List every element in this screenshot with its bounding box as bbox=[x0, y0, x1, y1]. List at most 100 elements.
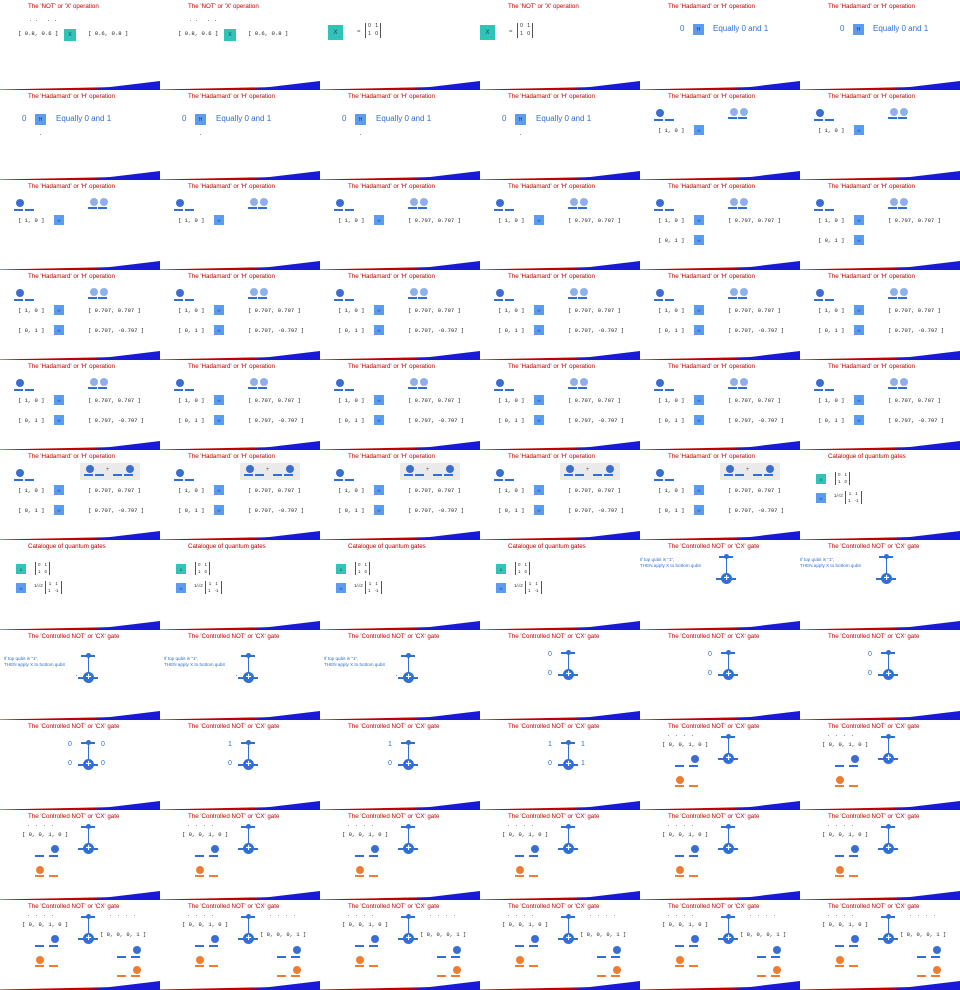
level-bar bbox=[505, 479, 514, 481]
plus-sign: + bbox=[426, 467, 430, 473]
slide-thumbnail[interactable]: The 'Controlled NOT' or 'CX' gate If top … bbox=[160, 630, 320, 720]
slide-thumbnail[interactable]: The 'Hadamard' or 'H' operation [ 1, 0 ] H… bbox=[480, 270, 640, 360]
slide-thumbnail[interactable]: The 'Hadamard' or 'H' operation [ 1, 0 ] H… bbox=[320, 270, 480, 360]
tick-mark bbox=[204, 825, 205, 826]
cx-vertical-wire bbox=[248, 826, 250, 848]
slide-thumbnail[interactable]: The 'Hadamard' or 'H' operation + [ 1, 0 ]… bbox=[320, 450, 480, 540]
slide-thumbnail[interactable]: The 'Hadamard' or 'H' operation [ 1, 0 ] H… bbox=[800, 180, 960, 270]
footer-band-blue bbox=[405, 261, 480, 270]
slide-thumbnail[interactable]: The 'Controlled NOT' or 'CX' gate[ 0, 0,… bbox=[160, 900, 320, 990]
slide-thumbnail[interactable]: The 'Controlled NOT' or 'CX' gate 0 0 + bbox=[800, 630, 960, 720]
slide-thumbnail[interactable]: The 'Hadamard' or 'H' operation 0 H Equally… bbox=[320, 90, 480, 180]
slide-thumbnail[interactable]: The 'Hadamard' or 'H' operation + [ 1, 0 ]… bbox=[0, 450, 160, 540]
slide-thumbnail[interactable]: The 'Controlled NOT' or 'CX' gate 1 0 + bbox=[320, 720, 480, 810]
slide-thumbnail[interactable]: The 'Controlled NOT' or 'CX' gate If top … bbox=[800, 540, 960, 630]
slide-thumbnail[interactable]: The 'Hadamard' or 'H' operation [ 1, 0 ] H… bbox=[320, 180, 480, 270]
slide-thumbnail[interactable]: The 'Controlled NOT' or 'CX' gate 1 0 + bbox=[160, 720, 320, 810]
slide-thumbnail[interactable]: The 'Controlled NOT' or 'CX' gate 0 0 + bbox=[480, 630, 640, 720]
slide-thumbnail[interactable]: The 'Hadamard' or 'H' operation [ 1, 0 ] H… bbox=[160, 360, 320, 450]
slide-thumbnail[interactable]: The 'Hadamard' or 'H' operation [ 1, 0 ] H… bbox=[480, 360, 640, 450]
slide-thumbnail[interactable]: The 'Controlled NOT' or 'CX' gate 0 0 +0 0 bbox=[0, 720, 160, 810]
slide-thumbnail[interactable]: The 'Controlled NOT' or 'CX' gate[ 0, 0,… bbox=[0, 900, 160, 990]
vector-text: [ 0.707, -0.707 ] bbox=[888, 327, 945, 334]
level-bar bbox=[728, 297, 737, 299]
slide-thumbnail[interactable]: The 'Controlled NOT' or 'CX' gate[ 0, 0,… bbox=[160, 810, 320, 900]
slide-thumbnail[interactable]: The 'NOT' or 'X' operation[ 0.8, 0.6 ] X[… bbox=[160, 0, 320, 90]
slide-thumbnail[interactable]: The 'Hadamard' or 'H' operation 0 H Equally… bbox=[0, 90, 160, 180]
slide-thumbnail[interactable]: The 'Controlled NOT' or 'CX' gate If top … bbox=[640, 540, 800, 630]
slide-thumbnail[interactable]: The 'Controlled NOT' or 'CX' gate 1 0 +1 1 bbox=[480, 720, 640, 810]
slide-thumbnail[interactable]: The 'Hadamard' or 'H' operation [ 1, 0 ] H… bbox=[800, 360, 960, 450]
qubit-dot-half bbox=[730, 108, 738, 116]
slide-thumbnail[interactable]: The 'Hadamard' or 'H' operation + [ 1, 0 ]… bbox=[480, 450, 640, 540]
target-icon: + bbox=[883, 753, 894, 764]
slide-thumbnail[interactable]: The 'Hadamard' or 'H' operation [ 1, 0 ] H bbox=[0, 180, 160, 270]
level-bar bbox=[888, 207, 897, 209]
slide-thumbnail[interactable]: The 'Hadamard' or 'H' operation [ 1, 0 ] H bbox=[160, 180, 320, 270]
slide-thumbnail[interactable]: The 'Hadamard' or 'H' operation 0 H Equally… bbox=[800, 0, 960, 90]
slide-thumbnail[interactable]: The 'Hadamard' or 'H' operation [ 1, 0 ] H bbox=[800, 90, 960, 180]
slide-thumbnail[interactable]: The 'Hadamard' or 'H' operation [ 1, 0 ] H… bbox=[640, 270, 800, 360]
slide-thumbnail[interactable]: The 'Controlled NOT' or 'CX' gate[ 0, 0,… bbox=[800, 720, 960, 810]
vector-text: [ 0, 0, 1, 0 ] bbox=[182, 921, 229, 928]
x-gate: X bbox=[16, 564, 26, 574]
level-bar bbox=[49, 965, 58, 967]
qubit-dot-half bbox=[900, 378, 908, 386]
slide-thumbnail[interactable]: The 'Hadamard' or 'H' operation 0 H Equally… bbox=[160, 90, 320, 180]
slide-content: [ 1, 0 ] H [ 0.707, 0.707 ] bbox=[480, 180, 640, 270]
matrix-cell: 1 bbox=[44, 562, 48, 567]
level-bar bbox=[404, 474, 413, 476]
slide-thumbnail[interactable]: The 'Controlled NOT' or 'CX' gate[ 0, 0,… bbox=[640, 900, 800, 990]
slide-thumbnail[interactable]: Catalogue of quantum gates X 0 1 1 0 H 1/√2 1 1 1-… bbox=[160, 540, 320, 630]
slide-thumbnail[interactable]: The 'Controlled NOT' or 'CX' gate 0 0 + bbox=[640, 630, 800, 720]
slide-thumbnail[interactable]: The 'Hadamard' or 'H' operation + [ 1, 0 ]… bbox=[160, 450, 320, 540]
slide-title: The 'Hadamard' or 'H' operation bbox=[28, 93, 115, 100]
footer-band bbox=[800, 801, 960, 810]
footer-band bbox=[160, 261, 320, 270]
qubit-dot-bottom bbox=[453, 966, 461, 974]
slide-thumbnail[interactable]: Catalogue of quantum gates X 0 1 1 0 H 1/√2 1 1 1-… bbox=[0, 540, 160, 630]
matrix-cell: 0 bbox=[38, 562, 41, 567]
label-text: Equally 0 and 1 bbox=[376, 114, 432, 123]
slide-thumbnail[interactable]: The 'Hadamard' or 'H' operation [ 1, 0 ] H… bbox=[480, 180, 640, 270]
slide-thumbnail[interactable]: The 'Hadamard' or 'H' operation [ 1, 0 ] H… bbox=[640, 360, 800, 450]
slide-thumbnail[interactable]: The 'NOT' or 'X' operation[ 0.8, 0.6 ] X[… bbox=[0, 0, 160, 90]
slide-thumbnail[interactable]: The 'Hadamard' or 'H' operation 0 H Equally… bbox=[480, 90, 640, 180]
level-bar bbox=[277, 975, 286, 977]
slide-thumbnail[interactable]: The 'Hadamard' or 'H' operation [ 1, 0 ] H… bbox=[800, 270, 960, 360]
target-icon: + bbox=[563, 669, 574, 680]
level-bar bbox=[675, 965, 684, 967]
footer-band-blue bbox=[885, 171, 960, 180]
vector-text: [ 0.707, 0.707 ] bbox=[408, 217, 461, 224]
slide-thumbnail[interactable]: The 'Hadamard' or 'H' operation + [ 1, 0 ]… bbox=[640, 450, 800, 540]
slide-thumbnail[interactable]: The 'Hadamard' or 'H' operation 0 H Equally… bbox=[640, 0, 800, 90]
target-icon: + bbox=[883, 669, 894, 680]
slide-thumbnail[interactable]: Catalogue of quantum gates X 0 1 1 0 H 1/√2 1 1 1-… bbox=[320, 540, 480, 630]
slide-thumbnail[interactable]: The 'Controlled NOT' or 'CX' gate[ 0, 0,… bbox=[640, 720, 800, 810]
slide-thumbnail[interactable]: The 'Hadamard' or 'H' operation [ 1, 0 ] H… bbox=[160, 270, 320, 360]
slide-thumbnail[interactable]: The 'Hadamard' or 'H' operation [ 1, 0 ] H… bbox=[320, 360, 480, 450]
qubit-dot-zero bbox=[16, 379, 24, 387]
slide-thumbnail[interactable]: The 'Hadamard' or 'H' operation [ 1, 0 ] H… bbox=[0, 270, 160, 360]
slide-thumbnail[interactable]: The 'Controlled NOT' or 'CX' gate[ 0, 0,… bbox=[320, 900, 480, 990]
tick-mark bbox=[918, 915, 919, 916]
slide-thumbnail[interactable]: The 'Controlled NOT' or 'CX' gate[ 0, 0,… bbox=[320, 810, 480, 900]
slide-thumbnail[interactable]: The 'Hadamard' or 'H' operation [ 1, 0 ] H… bbox=[640, 180, 800, 270]
slide-thumbnail[interactable]: The 'Controlled NOT' or 'CX' gate If top … bbox=[0, 630, 160, 720]
vector-text: [ 1, 0 ] bbox=[178, 307, 205, 314]
slide-thumbnail[interactable]: Catalogue of quantum gates X 0 1 1 0 H 1/√2 1 1 1-… bbox=[800, 450, 960, 540]
slide-thumbnail[interactable]: The 'Hadamard' or 'H' operation [ 1, 0 ] H… bbox=[0, 360, 160, 450]
slide-thumbnail[interactable]: The 'Hadamard' or 'H' operation [ 1, 0 ] H bbox=[640, 90, 800, 180]
slide-thumbnail[interactable]: The 'Controlled NOT' or 'CX' gate[ 0, 0,… bbox=[800, 900, 960, 990]
slide-thumbnail[interactable]: The 'Controlled NOT' or 'CX' gate[ 0, 0,… bbox=[480, 900, 640, 990]
footer-band-blue bbox=[885, 351, 960, 360]
slide-thumbnail[interactable]: The 'Controlled NOT' or 'CX' gate[ 0, 0,… bbox=[0, 810, 160, 900]
slide-thumbnail[interactable]: The 'Controlled NOT' or 'CX' gate[ 0, 0,… bbox=[800, 810, 960, 900]
slide-thumbnail[interactable]: Catalogue of quantum gates X 0 1 1 0 H 1/√2 1 1 1-… bbox=[480, 540, 640, 630]
slide-thumbnail[interactable]: The 'Controlled NOT' or 'CX' gate If top … bbox=[320, 630, 480, 720]
slide-title: The 'Controlled NOT' or 'CX' gate bbox=[348, 903, 440, 910]
slide-thumbnail[interactable]: The 'Controlled NOT' or 'CX' gate[ 0, 0,… bbox=[640, 810, 800, 900]
slide-thumbnail[interactable]: The 'Controlled NOT' or 'CX' gate[ 0, 0,… bbox=[480, 810, 640, 900]
